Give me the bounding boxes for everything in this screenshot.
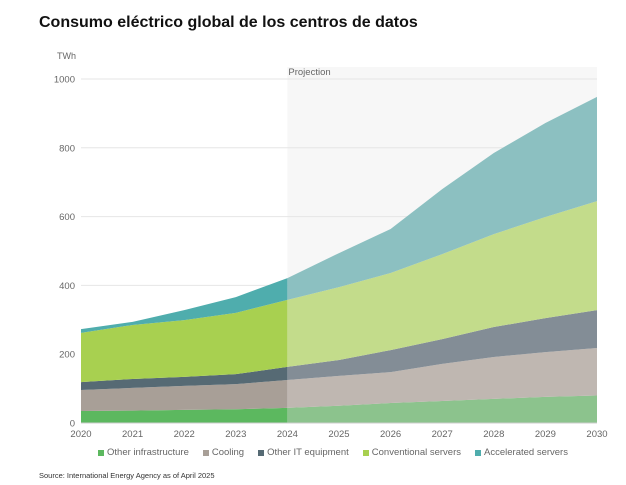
stacked-area-chart: Projection 0 200 400 600 800 1000 TWh 2020 2021 20… <box>54 51 608 440</box>
y-tick-label: 600 <box>59 212 75 223</box>
area-conventional-servers-historical <box>81 299 288 383</box>
area-cooling-projected <box>287 348 597 408</box>
legend-swatch <box>98 449 105 456</box>
area-other-infrastructure-historical <box>81 407 288 423</box>
legend-label: Accelerated servers <box>484 447 568 458</box>
x-tick-label: 2023 <box>225 429 246 440</box>
projection-label: Projection <box>288 67 330 78</box>
y-tick-label: 400 <box>59 281 75 292</box>
area-conventional-servers-projected <box>287 201 597 367</box>
area-other-it-equipment-projected <box>287 310 597 381</box>
legend-item: Conventional servers <box>362 447 462 458</box>
legend-swatch <box>258 449 265 456</box>
x-tick-label: 2021 <box>122 429 143 440</box>
x-tick-label: 2027 <box>432 429 453 440</box>
legend-swatch <box>202 449 209 456</box>
area-cooling-historical <box>81 380 288 411</box>
source-note: Source: International Energy Agency as o… <box>39 471 215 480</box>
area-accelerated-servers-historical <box>81 278 288 333</box>
x-tick-label: 2028 <box>483 429 504 440</box>
x-tick-label: 2020 <box>70 429 91 440</box>
chart-title: Consumo eléctrico global de los centros … <box>39 14 418 31</box>
legend-label: Conventional servers <box>371 447 462 458</box>
y-tick-label: 0 <box>70 419 75 430</box>
x-tick-label: 2030 <box>586 429 607 440</box>
legend-label: Other infrastructure <box>107 447 189 458</box>
area-other-it-equipment-historical <box>81 366 288 390</box>
area-accelerated-servers-projected <box>287 96 597 300</box>
x-tick-label: 2026 <box>380 429 401 440</box>
legend-item: Accelerated servers <box>475 447 568 458</box>
x-tick-label: 2024 <box>277 429 298 440</box>
y-axis-unit: TWh <box>57 51 76 61</box>
y-tick-label: 200 <box>59 350 75 361</box>
legend: Other infrastructure Cooling Other IT equi… <box>0 447 626 458</box>
legend-swatch <box>362 449 369 456</box>
area-other-infrastructure-projected <box>287 395 597 423</box>
legend-label: Other IT equipment <box>267 447 349 458</box>
legend-swatch <box>475 449 482 456</box>
legend-item: Other infrastructure <box>98 447 189 458</box>
y-tick-label: 800 <box>59 143 75 154</box>
x-tick-label: 2022 <box>174 429 195 440</box>
x-tick-label: 2029 <box>535 429 556 440</box>
legend-item: Cooling <box>202 447 245 458</box>
legend-item: Other IT equipment <box>258 447 349 458</box>
y-tick-label: 1000 <box>54 75 75 86</box>
x-tick-label: 2025 <box>328 429 349 440</box>
legend-label: Cooling <box>211 447 245 458</box>
